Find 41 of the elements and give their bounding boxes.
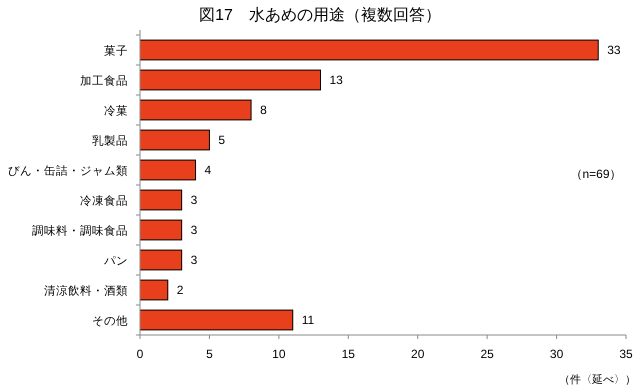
- y-tick-label: 加工食品: [80, 74, 128, 88]
- y-tick-label: 調味料・調味食品: [32, 224, 128, 238]
- y-tick-label: 冷凍食品: [80, 194, 128, 208]
- bar: [140, 220, 182, 240]
- data-label: 5: [218, 133, 226, 147]
- y-tick-label: 清涼飲料・酒類: [44, 284, 128, 298]
- y-tick-label: 菓子: [104, 44, 128, 58]
- bar: [140, 40, 599, 60]
- data-label: 33: [607, 43, 621, 57]
- data-label: 3: [190, 193, 198, 207]
- bar: [140, 280, 168, 300]
- bar: [140, 160, 196, 180]
- data-label: 3: [190, 253, 198, 267]
- x-axis-title: （件〈延べ〉）: [559, 374, 636, 386]
- y-tick-label: パン: [103, 256, 128, 268]
- x-tick-label: 20: [411, 347, 425, 361]
- y-tick-label: 冷菓: [104, 104, 128, 118]
- x-tick-label: 15: [342, 347, 356, 361]
- bar: [140, 310, 294, 330]
- x-tick-label: 30: [550, 347, 564, 361]
- data-label: 2: [176, 283, 184, 297]
- bar: [140, 130, 210, 150]
- bar: [140, 70, 322, 90]
- y-tick-label: 乳製品: [92, 134, 128, 148]
- annotation: （n=69）: [570, 167, 622, 181]
- chart-title: 図17 水あめの用途（複数回答）: [199, 6, 441, 24]
- bar: [140, 190, 182, 210]
- data-label: 4: [204, 163, 212, 177]
- x-tick-label: 25: [480, 347, 494, 361]
- x-tick-label: 10: [272, 347, 286, 361]
- data-label: 11: [302, 313, 315, 327]
- y-tick-label: びん・缶詰・ジャム類: [8, 164, 128, 178]
- data-label: 8: [260, 103, 268, 117]
- x-tick-label: 5: [206, 347, 214, 361]
- bar: [140, 250, 182, 270]
- data-label: 13: [330, 73, 344, 87]
- x-tick-label: 35: [619, 347, 633, 361]
- x-tick-label: 0: [136, 347, 144, 361]
- bar: [140, 100, 252, 120]
- data-label: 3: [190, 223, 198, 237]
- y-tick-label: その他: [92, 314, 128, 328]
